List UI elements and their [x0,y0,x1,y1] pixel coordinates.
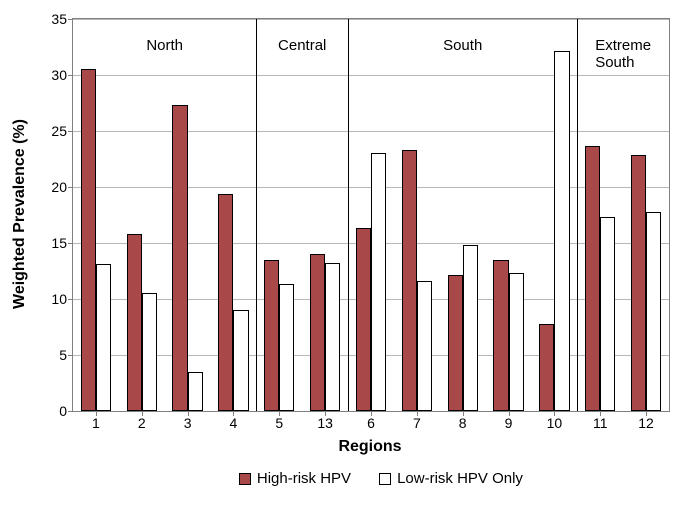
x-category-label: 6 [367,415,375,431]
x-tick-mark [371,411,372,416]
y-tick-mark [68,243,73,244]
y-tick-mark [68,355,73,356]
legend-item: Low-risk HPV Only [379,470,523,487]
bar [646,212,661,411]
y-tick-label: 20 [51,179,67,195]
y-tick-mark [68,131,73,132]
x-tick-mark [142,411,143,416]
bar [493,260,508,411]
bar [417,281,432,411]
bar [402,150,417,411]
group-separator [256,19,257,411]
x-category-label: 9 [505,415,513,431]
x-tick-mark [325,411,326,416]
x-tick-mark [463,411,464,416]
y-tick-label: 0 [59,403,67,419]
bar [233,310,248,411]
gridline [73,131,669,132]
x-category-label: 10 [547,415,563,431]
legend-label: High-risk HPV [257,470,351,487]
bar [371,153,386,411]
legend: High-risk HPV Low-risk HPV Only [239,470,523,487]
gridline [73,75,669,76]
y-tick-mark [68,187,73,188]
y-tick-label: 5 [59,347,67,363]
y-tick-label: 35 [51,11,67,27]
x-category-label: 7 [413,415,421,431]
x-axis-label: Regions [338,438,401,456]
group-separator [348,19,349,411]
bar [96,264,111,411]
bar [448,275,463,411]
bar [142,293,157,411]
x-tick-mark [417,411,418,416]
y-tick-label: 25 [51,123,67,139]
group-label: Central [278,37,326,54]
group-label: North [146,37,183,54]
bar [539,324,554,411]
legend-item: High-risk HPV [239,470,351,487]
bar [631,155,646,411]
x-category-label: 11 [593,415,608,431]
y-tick-mark [68,75,73,76]
x-tick-mark [188,411,189,416]
group-label: South [443,37,482,54]
y-tick-mark [68,411,73,412]
bar [585,146,600,411]
x-category-label: 1 [92,415,100,431]
bar [325,263,340,411]
plot-area: 0510152025303512345136789101112NorthCent… [72,18,670,412]
x-category-label: 8 [459,415,467,431]
x-category-label: 5 [275,415,283,431]
x-tick-mark [233,411,234,416]
bar [172,105,187,411]
x-category-label: 4 [230,415,238,431]
x-category-label: 3 [184,415,192,431]
gridline [73,19,669,20]
x-category-label: 12 [638,415,654,431]
bar [81,69,96,411]
x-tick-mark [279,411,280,416]
x-category-label: 2 [138,415,146,431]
y-axis-label: Weighted Prevalence (%) [11,119,29,309]
bar [188,372,203,411]
x-tick-mark [600,411,601,416]
bar [218,194,233,411]
x-category-label: 13 [317,415,333,431]
x-tick-mark [646,411,647,416]
x-tick-mark [554,411,555,416]
y-tick-label: 15 [51,235,67,251]
group-separator [577,19,578,411]
group-label: Extreme South [595,37,651,71]
bar [356,228,371,411]
bar [463,245,478,411]
bar [600,217,615,411]
y-tick-label: 10 [51,291,67,307]
y-tick-mark [68,19,73,20]
x-tick-mark [96,411,97,416]
y-tick-label: 30 [51,67,67,83]
bar [554,51,569,411]
x-tick-mark [509,411,510,416]
legend-swatch [379,473,391,485]
bar [310,254,325,411]
legend-swatch [239,473,251,485]
bar [264,260,279,411]
legend-label: Low-risk HPV Only [397,470,523,487]
bar [127,234,142,411]
bar [509,273,524,411]
bar [279,284,294,411]
chart-container: 0510152025303512345136789101112NorthCent… [0,0,685,513]
y-tick-mark [68,299,73,300]
